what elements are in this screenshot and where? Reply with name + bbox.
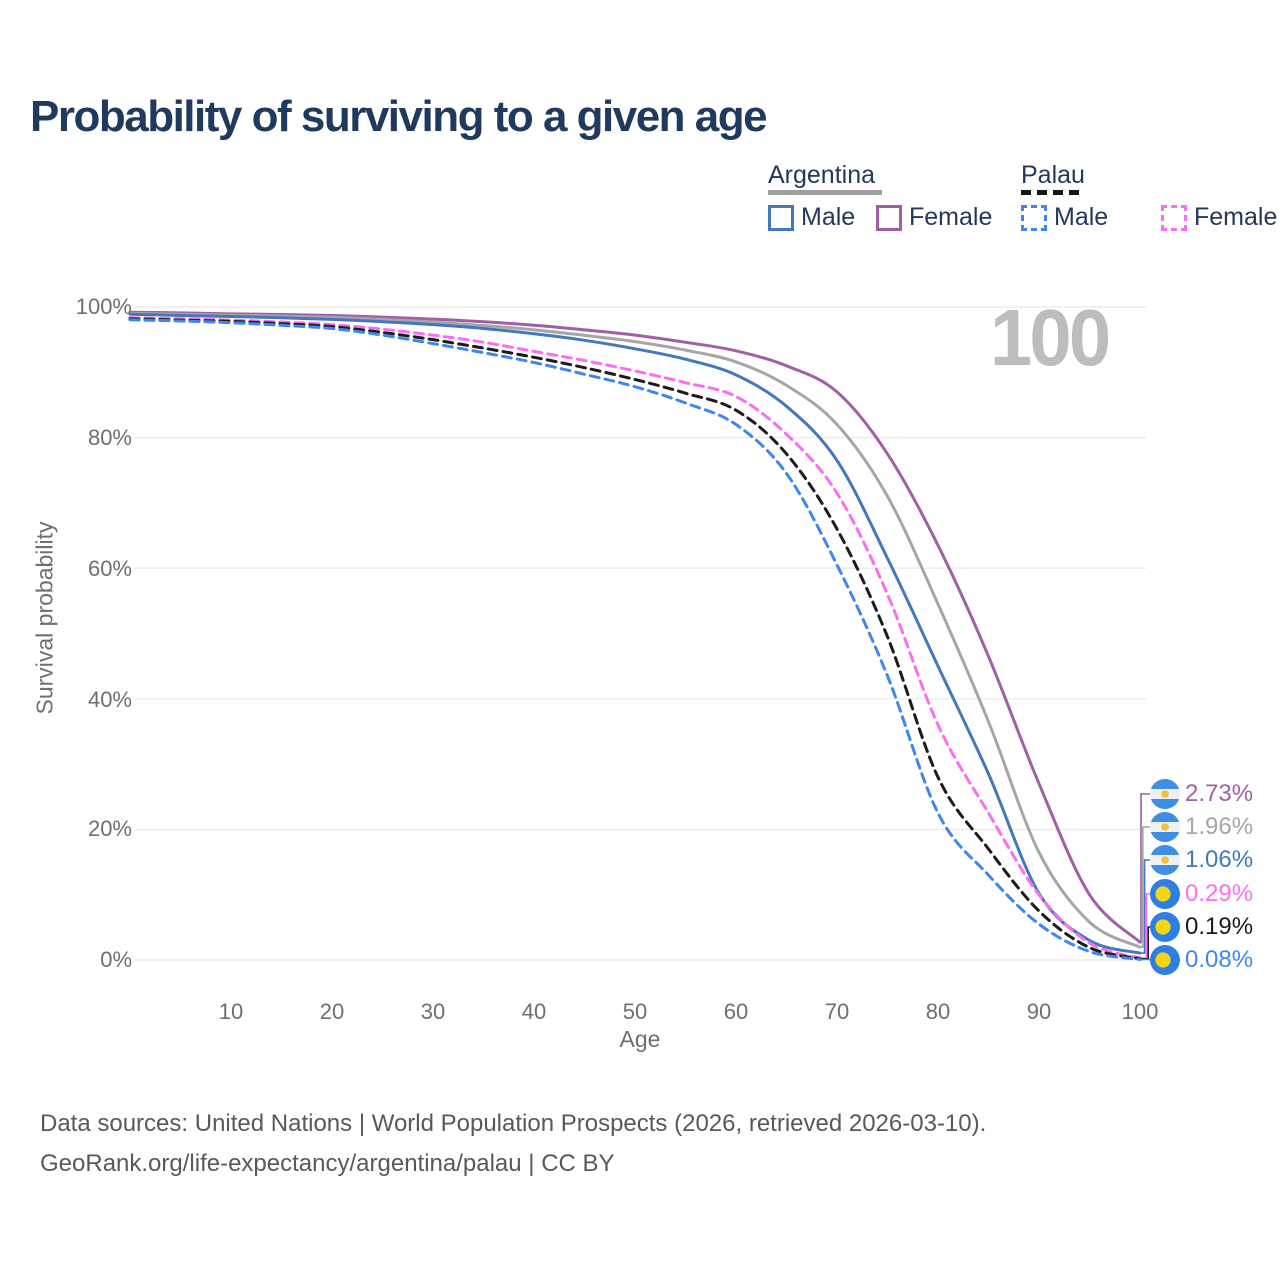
end-label-palau-all: 0.19% [1185,913,1254,940]
y-tick-100: 100% [75,294,132,319]
argentina-flag-icon [1150,779,1180,809]
palau-flag-icon [1150,912,1180,942]
legend-label-argentina-male[interactable]: Male [801,203,856,231]
palau-flag-icon [1150,879,1180,909]
end-label-palau-female: 0.29% [1185,880,1254,907]
series-line-palau-male [128,318,1142,961]
legend-checkbox-palau-male[interactable] [1021,205,1047,231]
legend-checkbox-argentina-female[interactable] [876,205,902,231]
data-sources-text: Data sources: United Nations | World Pop… [40,1110,987,1137]
x-tick-70: 70 [824,999,850,1024]
end-label-connector [1140,793,1152,943]
argentina-flag-icon [1150,845,1180,875]
series-line-argentina [128,311,1142,949]
x-tick-60: 60 [723,999,749,1024]
y-tick-60: 60% [87,556,132,581]
watermark-100: 100 [990,293,1111,382]
series-line-argentina-male [128,312,1142,955]
page-title: Probability of surviving to a given age [30,92,768,141]
x-tick-90: 90 [1026,999,1052,1024]
series-line-palau [128,317,1142,961]
end-label-argentina-female: 2.73% [1185,780,1254,807]
legend-label-palau-female[interactable]: Female [1194,203,1278,231]
x-tick-100: 100 [1121,999,1159,1024]
legend-underline-argentina [768,190,882,195]
end-label-argentina-male: 1.06% [1185,846,1254,873]
end-label-palau-male: 0.08% [1185,946,1254,973]
legend-group-palau: Palau [1021,161,1085,189]
argentina-flag-icon [1150,812,1180,842]
x-tick-30: 30 [420,999,446,1024]
end-label-connector [1140,826,1152,948]
legend-checkbox-palau-female[interactable] [1161,205,1187,231]
y-tick-20: 20% [87,816,132,841]
x-tick-80: 80 [925,999,951,1024]
legend-label-palau-male[interactable]: Male [1054,203,1109,231]
legend-underline-palau [1021,190,1079,195]
y-tick-0: 0% [100,947,132,972]
legend-label-argentina-female[interactable]: Female [909,203,993,231]
series-line-palau-female [128,316,1142,960]
legend-checkbox-argentina-male[interactable] [768,205,794,231]
end-label-argentina-all: 1.96% [1185,813,1254,840]
palau-flag-icon [1150,945,1180,975]
x-tick-40: 40 [521,999,547,1024]
x-axis-title: Age [619,1026,661,1052]
y-tick-40: 40% [87,687,132,712]
legend-group-argentina: Argentina [768,161,876,189]
x-tick-50: 50 [622,999,648,1024]
x-tick-20: 20 [319,999,345,1024]
x-tick-10: 10 [218,999,244,1024]
y-tick-80: 80% [87,425,132,450]
end-label-connector [1140,859,1152,954]
series-line-argentina-female [128,310,1142,944]
attribution-text: GeoRank.org/life-expectancy/argentina/pa… [40,1150,615,1177]
y-axis-title: Survival probability [31,521,58,715]
